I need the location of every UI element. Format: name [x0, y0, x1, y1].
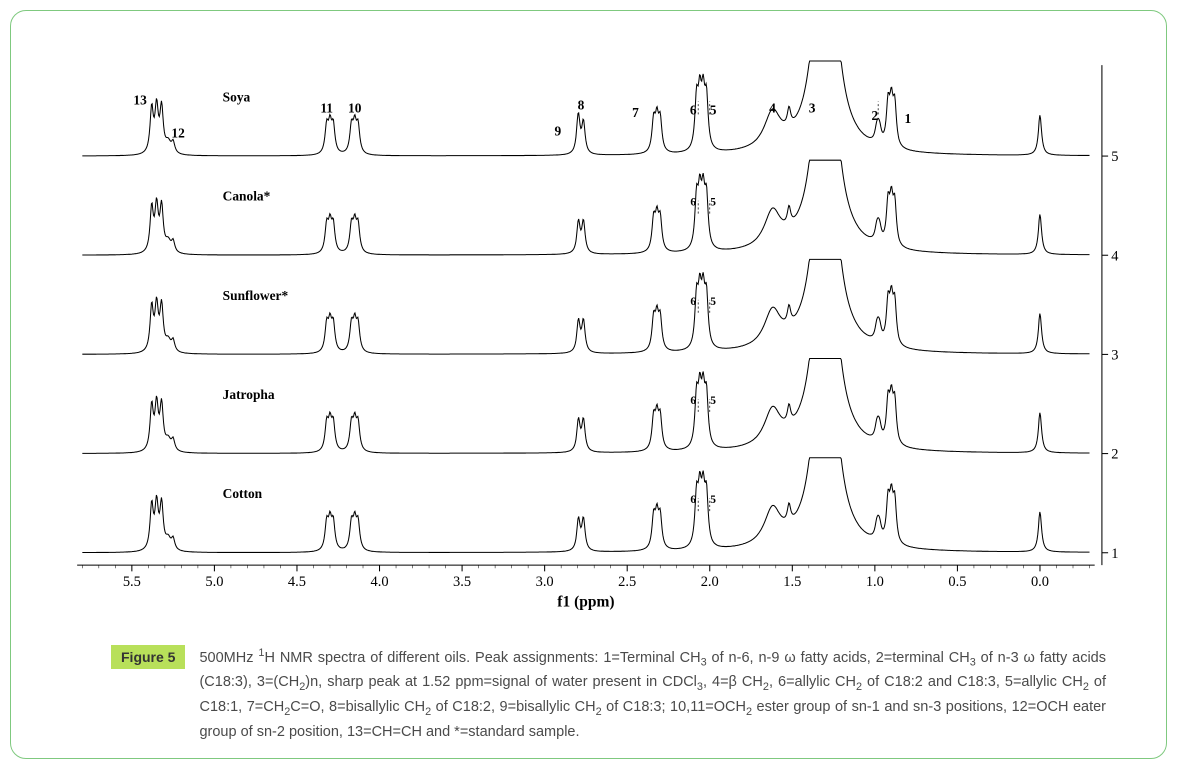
svg-text:0.5: 0.5: [948, 574, 966, 590]
svg-text:2: 2: [872, 108, 879, 123]
svg-text:1.5: 1.5: [783, 574, 801, 590]
svg-text:1: 1: [905, 111, 912, 126]
svg-text:1.0: 1.0: [866, 574, 884, 590]
svg-text:5: 5: [710, 103, 717, 118]
svg-text:13: 13: [133, 92, 147, 107]
svg-text:Soya: Soya: [223, 90, 251, 105]
nmr-svg: 5.5 5.0 4.5 4.0 3.5 3.0 2.5 2.0 1.5 1.0 0.5 0.0 f1 (…: [41, 31, 1136, 637]
svg-text:11: 11: [320, 101, 333, 116]
svg-text:4.0: 4.0: [370, 574, 388, 590]
svg-text:4.5: 4.5: [288, 574, 306, 590]
svg-text:2.0: 2.0: [701, 574, 719, 590]
svg-text:12: 12: [171, 125, 185, 140]
svg-text:5.0: 5.0: [205, 574, 223, 590]
caption-row: Figure 5 500MHz 1H NMR spectra of differ…: [41, 645, 1136, 744]
svg-text:f1 (ppm): f1 (ppm): [557, 593, 614, 610]
svg-text:6: 6: [690, 103, 697, 118]
nmr-chart: 5.5 5.0 4.5 4.0 3.5 3.0 2.5 2.0 1.5 1.0 0.5 0.0 f1 (…: [41, 31, 1136, 637]
svg-text:1: 1: [1111, 546, 1118, 562]
svg-text:Sunflower*: Sunflower*: [223, 288, 289, 303]
svg-text:6: 6: [690, 395, 696, 407]
svg-text:3.5: 3.5: [453, 574, 471, 590]
svg-text:0.0: 0.0: [1031, 574, 1049, 590]
svg-text:10: 10: [348, 101, 362, 116]
figure-label-badge: Figure 5: [111, 645, 185, 669]
svg-text:4: 4: [769, 101, 776, 116]
svg-text:3: 3: [1111, 348, 1118, 364]
svg-text:5.5: 5.5: [123, 574, 141, 590]
svg-text:6: 6: [690, 197, 696, 209]
svg-text:5: 5: [710, 494, 716, 506]
svg-text:3.0: 3.0: [536, 574, 554, 590]
svg-text:2: 2: [1111, 447, 1118, 463]
svg-text:4: 4: [1111, 248, 1118, 264]
svg-text:5: 5: [710, 197, 716, 209]
svg-text:6: 6: [690, 296, 696, 308]
svg-text:6: 6: [690, 494, 696, 506]
figure-frame: 5.5 5.0 4.5 4.0 3.5 3.0 2.5 2.0 1.5 1.0 0.5 0.0 f1 (…: [0, 0, 1177, 769]
svg-text:9: 9: [554, 123, 561, 138]
figure-caption: 500MHz 1H NMR spectra of different oils.…: [199, 645, 1106, 744]
svg-text:5: 5: [710, 395, 716, 407]
svg-text:8: 8: [578, 98, 585, 113]
svg-text:5: 5: [710, 296, 716, 308]
svg-text:Canola*: Canola*: [223, 189, 271, 204]
figure-border: 5.5 5.0 4.5 4.0 3.5 3.0 2.5 2.0 1.5 1.0 0.5 0.0 f1 (…: [10, 10, 1167, 759]
svg-text:7: 7: [632, 105, 639, 120]
svg-text:2.5: 2.5: [618, 574, 636, 590]
svg-text:Cotton: Cotton: [223, 486, 263, 501]
svg-text:5: 5: [1111, 149, 1118, 165]
svg-text:3: 3: [809, 101, 816, 116]
svg-text:Jatropha: Jatropha: [223, 387, 275, 402]
